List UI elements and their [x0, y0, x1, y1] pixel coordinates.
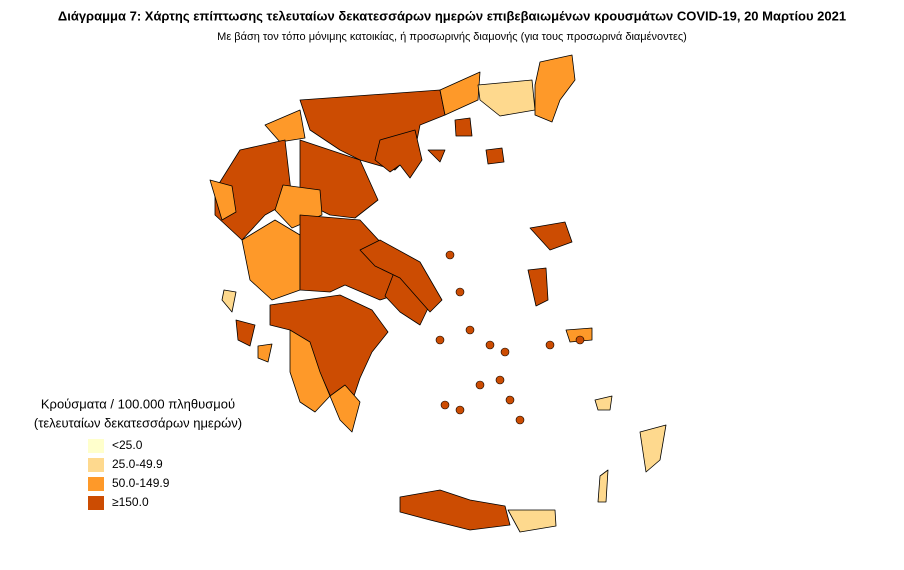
region: [427, 149, 446, 163]
region: [477, 79, 536, 117]
title: Διάγραμμα 7: Χάρτης επίπτωσης τελευταίων…: [58, 8, 846, 23]
legend-swatch: [88, 458, 104, 472]
region: [264, 109, 306, 143]
region: [597, 469, 609, 503]
island: [445, 250, 455, 260]
island: [465, 325, 475, 335]
island: [440, 400, 450, 410]
region: [507, 509, 557, 533]
region: [329, 384, 361, 433]
region: [221, 289, 237, 313]
island: [505, 395, 515, 405]
region: [399, 489, 511, 531]
region: [454, 117, 473, 137]
legend-label: 50.0-149.9: [112, 476, 170, 490]
island: [455, 405, 465, 415]
region: [639, 424, 667, 473]
legend-label: ≥150.0: [112, 495, 149, 509]
legend-swatch: [88, 477, 104, 491]
island: [495, 375, 505, 385]
legend-swatch: [88, 496, 104, 510]
region: [209, 179, 237, 221]
region: [299, 214, 411, 301]
legend-label: 25.0-49.9: [112, 457, 163, 471]
legend-title: Κρούσματα / 100.000 πληθυσμού: [41, 396, 235, 411]
island: [455, 287, 465, 297]
island: [545, 340, 555, 350]
island: [475, 380, 485, 390]
region: [374, 129, 423, 179]
region: [565, 327, 593, 343]
legend-title: (τελευταίων δεκατεσσάρων ημερών): [34, 415, 242, 430]
island: [515, 415, 525, 425]
subtitle: Με βάση τον τόπο μόνιμης κατοικίας, ή πρ…: [217, 31, 687, 43]
island: [500, 347, 510, 357]
region: [534, 54, 576, 123]
region: [594, 395, 613, 411]
legend-label: <25.0: [112, 438, 143, 452]
region: [359, 239, 443, 313]
region: [241, 219, 301, 301]
region: [289, 329, 331, 413]
region: [485, 147, 505, 165]
region: [439, 71, 481, 116]
region: [529, 221, 573, 251]
region: [527, 267, 549, 307]
map: [209, 54, 667, 533]
legend-swatch: [88, 439, 104, 453]
region: [269, 294, 389, 421]
island: [435, 335, 445, 345]
region: [235, 319, 256, 347]
region: [257, 343, 273, 363]
island: [575, 335, 585, 345]
legend: <25.0 25.0-49.9 50.0-149.9 ≥150.0: [88, 438, 170, 510]
island: [485, 340, 495, 350]
